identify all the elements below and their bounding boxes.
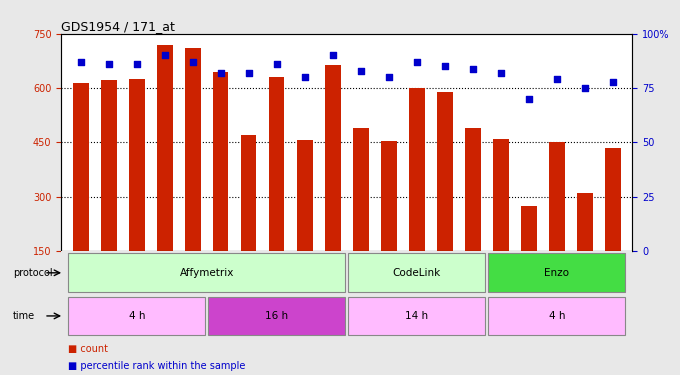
Bar <box>213 72 228 251</box>
Point <box>551 76 562 82</box>
Point <box>188 59 199 65</box>
Bar <box>185 48 201 251</box>
Text: 4 h: 4 h <box>549 311 565 321</box>
Bar <box>241 135 256 251</box>
Text: GDS1954 / 171_at: GDS1954 / 171_at <box>61 20 175 33</box>
Point <box>327 53 338 58</box>
Text: 4 h: 4 h <box>129 311 145 321</box>
Bar <box>157 45 173 251</box>
Point <box>75 59 86 65</box>
Bar <box>68 297 205 335</box>
Bar <box>465 128 481 251</box>
Bar <box>348 254 486 292</box>
Text: time: time <box>13 311 35 321</box>
Text: Enzo: Enzo <box>544 268 569 278</box>
Point <box>356 68 367 74</box>
Point <box>384 74 394 80</box>
Point <box>495 70 506 76</box>
Point <box>131 61 142 67</box>
Bar <box>297 140 313 251</box>
Text: Affymetrix: Affymetrix <box>180 268 234 278</box>
Text: CodeLink: CodeLink <box>392 268 441 278</box>
Point <box>103 61 114 67</box>
Bar <box>488 297 626 335</box>
Bar <box>605 148 620 251</box>
Bar <box>577 193 592 251</box>
Point <box>411 59 422 65</box>
Point <box>271 61 282 67</box>
Bar <box>521 206 537 251</box>
Bar <box>409 88 424 251</box>
Point <box>524 96 534 102</box>
Point <box>299 74 310 80</box>
Bar <box>73 82 88 251</box>
Bar <box>549 142 564 251</box>
Bar <box>493 139 509 251</box>
Text: 14 h: 14 h <box>405 311 428 321</box>
Bar <box>488 254 626 292</box>
Bar <box>208 297 345 335</box>
Bar <box>437 92 452 251</box>
Bar <box>269 77 284 251</box>
Text: ■ count: ■ count <box>68 344 108 354</box>
Point <box>216 70 226 76</box>
Point <box>467 66 478 72</box>
Bar <box>129 79 144 251</box>
Point <box>159 53 170 58</box>
Text: ■ percentile rank within the sample: ■ percentile rank within the sample <box>68 361 245 371</box>
Bar <box>353 128 369 251</box>
Point <box>607 79 618 85</box>
Text: protocol: protocol <box>13 268 52 278</box>
Bar <box>381 141 396 251</box>
Point <box>439 63 450 69</box>
Bar <box>325 64 341 251</box>
Text: 16 h: 16 h <box>265 311 288 321</box>
Point <box>579 85 590 91</box>
Bar <box>68 254 345 292</box>
Bar <box>348 297 486 335</box>
Point <box>243 70 254 76</box>
Bar <box>101 80 116 251</box>
